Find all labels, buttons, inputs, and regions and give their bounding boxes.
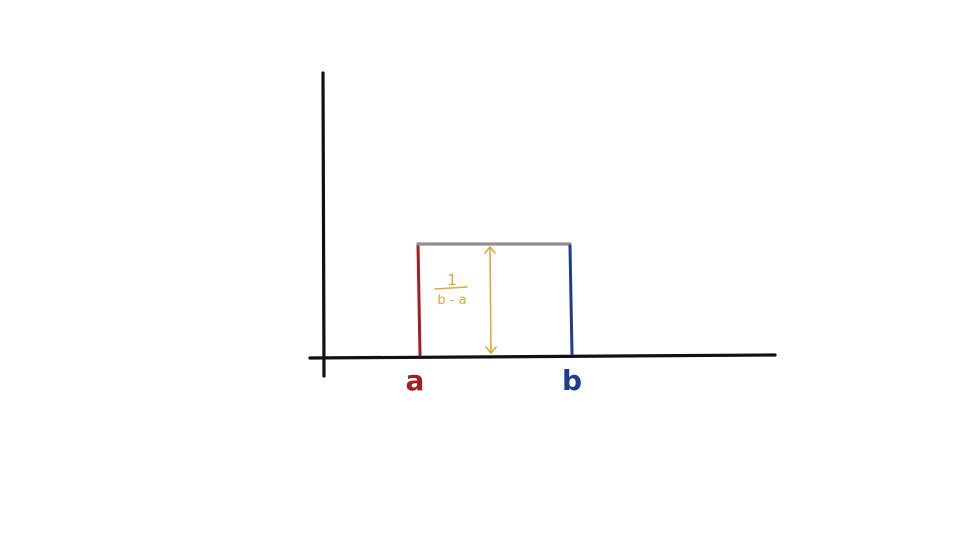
left-edge bbox=[416, 243, 422, 357]
label-a: a bbox=[406, 364, 425, 397]
right-edge bbox=[568, 244, 574, 356]
x-axis bbox=[308, 353, 777, 360]
label-b: b bbox=[562, 364, 582, 397]
y-axis bbox=[321, 71, 326, 378]
fraction-denominator: b - a bbox=[437, 293, 466, 308]
fraction-bar bbox=[434, 286, 468, 290]
height-fraction: 1 b - a bbox=[434, 271, 468, 308]
fraction-numerator: 1 bbox=[447, 271, 457, 289]
height-arrow bbox=[484, 245, 497, 355]
